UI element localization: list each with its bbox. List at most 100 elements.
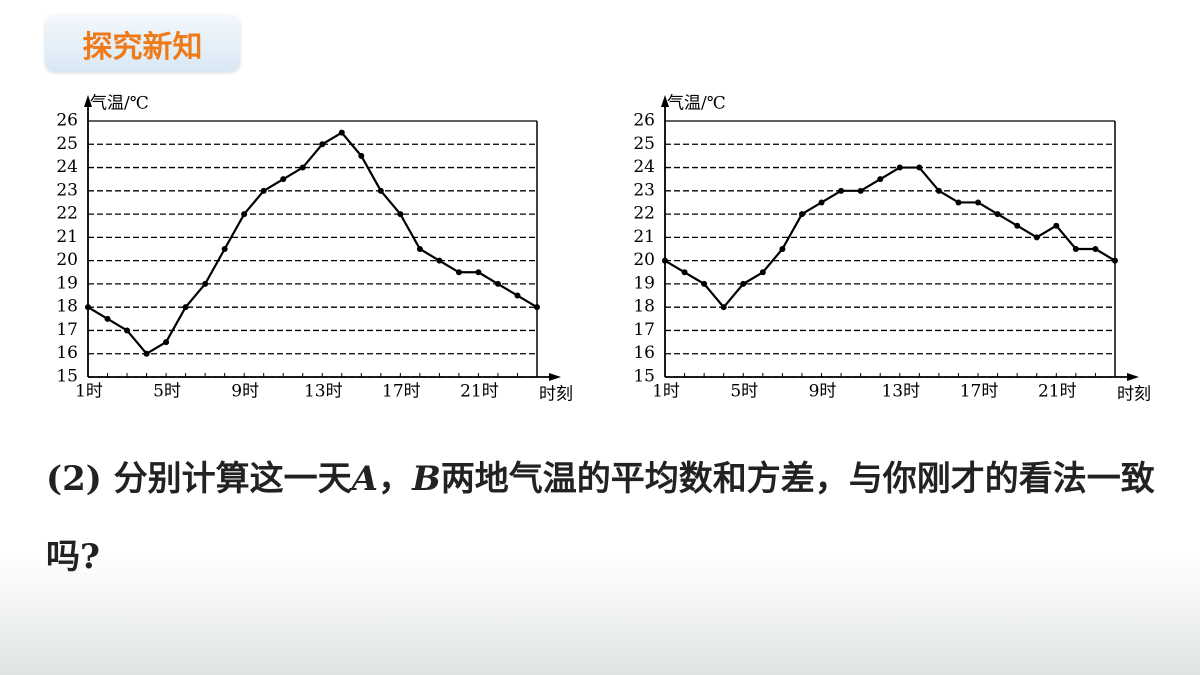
x-tick-label: 17时: [382, 382, 421, 402]
y-axis-arrow: [661, 95, 669, 107]
data-point: [1033, 234, 1040, 241]
x-tick-label: 1时: [75, 382, 103, 402]
y-tick-label: 26: [56, 111, 78, 131]
data-point: [104, 315, 111, 322]
data-point: [221, 246, 228, 252]
data-point: [319, 141, 326, 148]
data-point: [182, 304, 189, 311]
x-tick-label: 21时: [460, 382, 499, 402]
question-text: ，: [378, 459, 413, 499]
data-point: [124, 327, 131, 334]
data-point: [397, 211, 404, 218]
question-text: A: [351, 459, 379, 499]
data-point: [779, 246, 786, 252]
data-point: [299, 164, 306, 171]
y-axis-label: 气温/℃: [90, 94, 149, 114]
y-tick-label: 18: [56, 297, 78, 317]
data-point: [662, 257, 668, 264]
temperature-line: [87, 131, 538, 356]
y-tick-label: 24: [56, 157, 78, 177]
data-point: [798, 211, 805, 218]
data-point: [916, 164, 923, 171]
y-tick-label: 16: [633, 343, 655, 363]
y-axis-label: 气温/℃: [667, 94, 726, 114]
x-axis-arrow: [549, 373, 561, 381]
data-point: [935, 187, 942, 194]
x-tick-label: 5时: [730, 382, 758, 402]
data-point: [260, 187, 267, 194]
data-point: [896, 164, 903, 171]
charts: 15 16 17 18 19 20 21 22 23 24 25 26 气温/℃ 时刻 1时 5时 9时 13时 1…: [56, 94, 1151, 405]
y-tick-label: 18: [633, 297, 655, 317]
y-tick-label: 25: [56, 134, 78, 154]
data-point: [759, 269, 766, 276]
question-text: B: [412, 459, 441, 499]
data-point: [838, 187, 845, 194]
data-point: [740, 280, 747, 287]
x-tick-label: 5时: [153, 382, 181, 402]
temperature-line: [664, 166, 1116, 309]
y-tick-label: 20: [56, 250, 78, 270]
data-point: [534, 304, 540, 311]
data-point: [1072, 246, 1079, 252]
y-axis-arrow: [84, 95, 92, 107]
question: (2) 分别计算这一天A，B两地气温的平均数和方差，与你刚才的看法一致吗?: [46, 440, 1156, 596]
data-point: [877, 176, 884, 183]
data-point: [994, 211, 1001, 218]
data-point: [163, 339, 170, 346]
x-axis-arrow: [1127, 373, 1139, 381]
data-point: [455, 269, 462, 276]
y-tick-label: 17: [56, 320, 78, 340]
y-tick-label: 25: [633, 134, 655, 154]
section-badge: 探究新知: [45, 15, 240, 72]
data-point: [280, 176, 287, 183]
y-tick-label: 22: [633, 204, 655, 224]
data-point: [338, 129, 345, 136]
y-tick-label: 20: [633, 250, 655, 270]
data-point: [1112, 257, 1118, 264]
data-point: [681, 269, 688, 276]
data-point: [241, 211, 248, 218]
y-tick-label: 15: [633, 367, 655, 387]
y-tick-label: 17: [633, 320, 655, 340]
data-point: [494, 280, 501, 287]
data-point: [377, 187, 384, 194]
y-tick-label: 22: [56, 204, 78, 224]
data-point: [475, 269, 482, 276]
data-point: [1053, 222, 1060, 229]
y-tick-label: 19: [633, 273, 655, 293]
x-tick-label: 13时: [881, 382, 920, 402]
y-tick-label: 24: [633, 157, 655, 177]
x-tick-label: 9时: [809, 382, 837, 402]
y-tick-label: 23: [633, 180, 655, 200]
y-tick-label: 26: [633, 111, 655, 131]
data-point: [857, 187, 864, 194]
data-point: [85, 304, 91, 311]
data-point: [1014, 222, 1021, 229]
y-tick-label: 15: [56, 367, 78, 387]
data-point: [436, 257, 443, 264]
x-axis-label: 时刻: [1117, 385, 1151, 405]
data-point: [358, 152, 365, 159]
data-point: [955, 199, 962, 206]
data-point: [975, 199, 982, 206]
question-text: (2) 分别计算这一天: [46, 459, 352, 499]
x-tick-label: 21时: [1038, 382, 1077, 402]
y-tick-label: 19: [56, 273, 78, 293]
data-point: [416, 246, 423, 252]
y-tick-label: 23: [56, 180, 78, 200]
data-point: [720, 304, 727, 311]
y-tick-label: 21: [633, 227, 655, 247]
x-axis-label: 时刻: [539, 385, 573, 405]
data-point: [202, 280, 209, 287]
data-point: [514, 292, 521, 299]
x-tick-label: 13时: [304, 382, 343, 402]
x-tick-label: 1时: [652, 382, 680, 402]
x-tick-label: 17时: [960, 382, 999, 402]
y-tick-label: 21: [56, 227, 78, 247]
data-point: [818, 199, 825, 206]
data-point: [1092, 246, 1099, 252]
data-point: [143, 350, 150, 357]
question-text: 两地气温的平均数和方差，与你刚才的看法一致吗?: [46, 459, 1155, 577]
